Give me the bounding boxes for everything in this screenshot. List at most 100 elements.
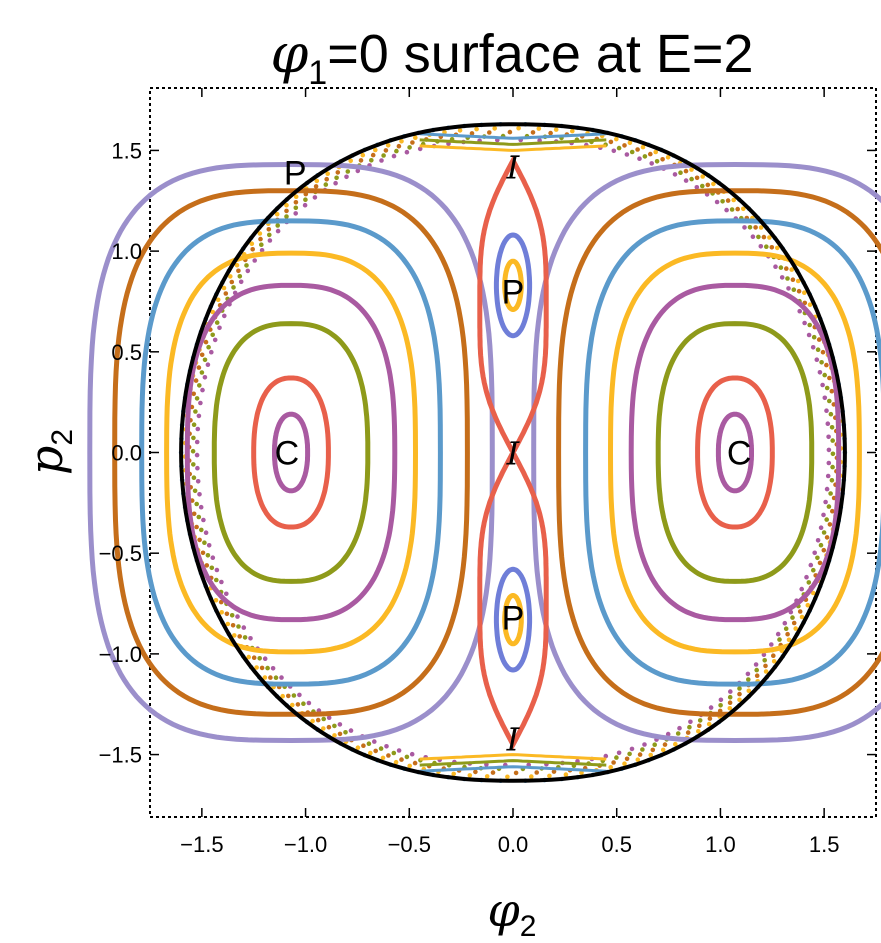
boundary-dot: [236, 624, 241, 629]
boundary-dot: [815, 347, 821, 353]
boundary-dot: [194, 501, 199, 507]
boundary-dot: [727, 706, 733, 711]
boundary-dot: [608, 139, 614, 145]
boundary-dot: [827, 522, 833, 527]
boundary-dot: [653, 149, 658, 155]
x-tick-label: 0.0: [498, 832, 529, 857]
boundary-dot: [762, 658, 767, 663]
boundary-dot: [737, 686, 742, 691]
boundary-dot: [314, 178, 320, 184]
boundary-dot: [563, 772, 569, 777]
boundary-dot: [297, 692, 302, 698]
boundary-dot: [234, 262, 240, 268]
island-upper-0: [502, 258, 524, 312]
boundary-dot: [355, 745, 361, 750]
boundary-dot: [754, 673, 760, 678]
boundary-dot: [194, 452, 200, 458]
y-tick-label: −0.5: [99, 541, 142, 566]
boundary-dot: [230, 623, 236, 628]
boundary-dot: [818, 525, 824, 530]
boundary-dot: [530, 130, 536, 135]
boundary-dot: [361, 743, 366, 748]
boundary-dot: [763, 669, 769, 674]
boundary-dot: [337, 722, 343, 727]
boundary-dot: [815, 555, 820, 561]
boundary-dot: [191, 391, 196, 397]
boundary-dot: [295, 702, 301, 707]
boundary-dot: [828, 491, 833, 496]
boundary-dot: [821, 530, 827, 535]
boundary-dot: [707, 716, 713, 721]
boundary-dot: [802, 290, 807, 296]
boundary-dot: [412, 760, 418, 766]
boundary-dot: [824, 362, 829, 368]
boundary-dot: [720, 199, 725, 204]
boundary-dot: [665, 155, 671, 160]
boundary-dot: [224, 611, 230, 617]
boundary-dot: [231, 285, 236, 290]
boundary-dot: [753, 662, 759, 667]
boundary-dot: [745, 671, 751, 677]
boundary-dot: [785, 276, 790, 281]
boundary-dot: [806, 580, 812, 585]
boundary-dot: [279, 675, 284, 680]
boundary-dot: [731, 197, 736, 203]
boundary-dot: [370, 152, 376, 158]
boundary-dot: [830, 508, 835, 514]
boundary-dot: [683, 168, 689, 174]
boundary-dot: [232, 633, 237, 638]
y-tick-label: 1.0: [111, 239, 142, 264]
boundary-dot: [820, 382, 825, 388]
boundary-dot: [672, 172, 678, 177]
band-0: [419, 144, 607, 152]
boundary-dot: [417, 146, 423, 152]
boundary-dot: [248, 636, 253, 641]
boundary-dot: [791, 620, 797, 626]
boundary-dot: [773, 264, 778, 270]
boundary-dot: [396, 748, 402, 753]
boundary-dot: [312, 195, 318, 200]
boundary-dot: [830, 438, 835, 443]
band-2: [419, 765, 607, 773]
boundary-dot: [201, 517, 206, 523]
boundary-dot: [629, 149, 635, 155]
annotation-hyperbolic: I: [506, 435, 521, 473]
boundary-dot: [404, 149, 410, 155]
boundary-dot: [821, 547, 827, 553]
boundary-dot: [210, 555, 216, 560]
boundary-dot: [302, 202, 308, 208]
boundary-dot: [407, 763, 413, 769]
x-tick-label: 1.0: [705, 832, 736, 857]
boundary-dot: [484, 774, 490, 779]
boundary-dot: [473, 769, 478, 775]
boundary-dot: [727, 700, 733, 705]
boundary-dot: [195, 479, 201, 484]
boundary-dot: [373, 147, 378, 153]
boundary-dot: [824, 535, 830, 540]
annotation-hyperbolic: I: [506, 720, 521, 758]
boundary-dot: [718, 697, 724, 703]
boundary-dot: [769, 245, 775, 250]
boundary-dot: [191, 435, 196, 441]
island-lower-1: [493, 566, 533, 673]
boundary-dot: [293, 200, 299, 205]
boundary-dot: [826, 504, 832, 509]
boundary-dot: [735, 206, 740, 212]
boundary-dot: [225, 621, 231, 627]
boundary-dot: [635, 147, 640, 152]
boundary-dot: [235, 614, 240, 619]
boundary-dot: [627, 140, 633, 146]
boundary-dot: [810, 590, 816, 596]
boundary-dot: [727, 694, 733, 700]
orbit-left-4: [164, 250, 419, 655]
orbit-right-2: [655, 321, 815, 584]
boundary-dot: [194, 524, 199, 530]
boundary-dot: [259, 665, 265, 671]
orbit-left-7: [87, 161, 495, 744]
band-0: [419, 753, 607, 761]
boundary-dot: [729, 207, 735, 212]
boundary-dot: [778, 265, 784, 270]
annotation-center: C: [727, 435, 752, 473]
boundary-dot: [383, 148, 389, 153]
boundary-dot: [808, 562, 814, 568]
